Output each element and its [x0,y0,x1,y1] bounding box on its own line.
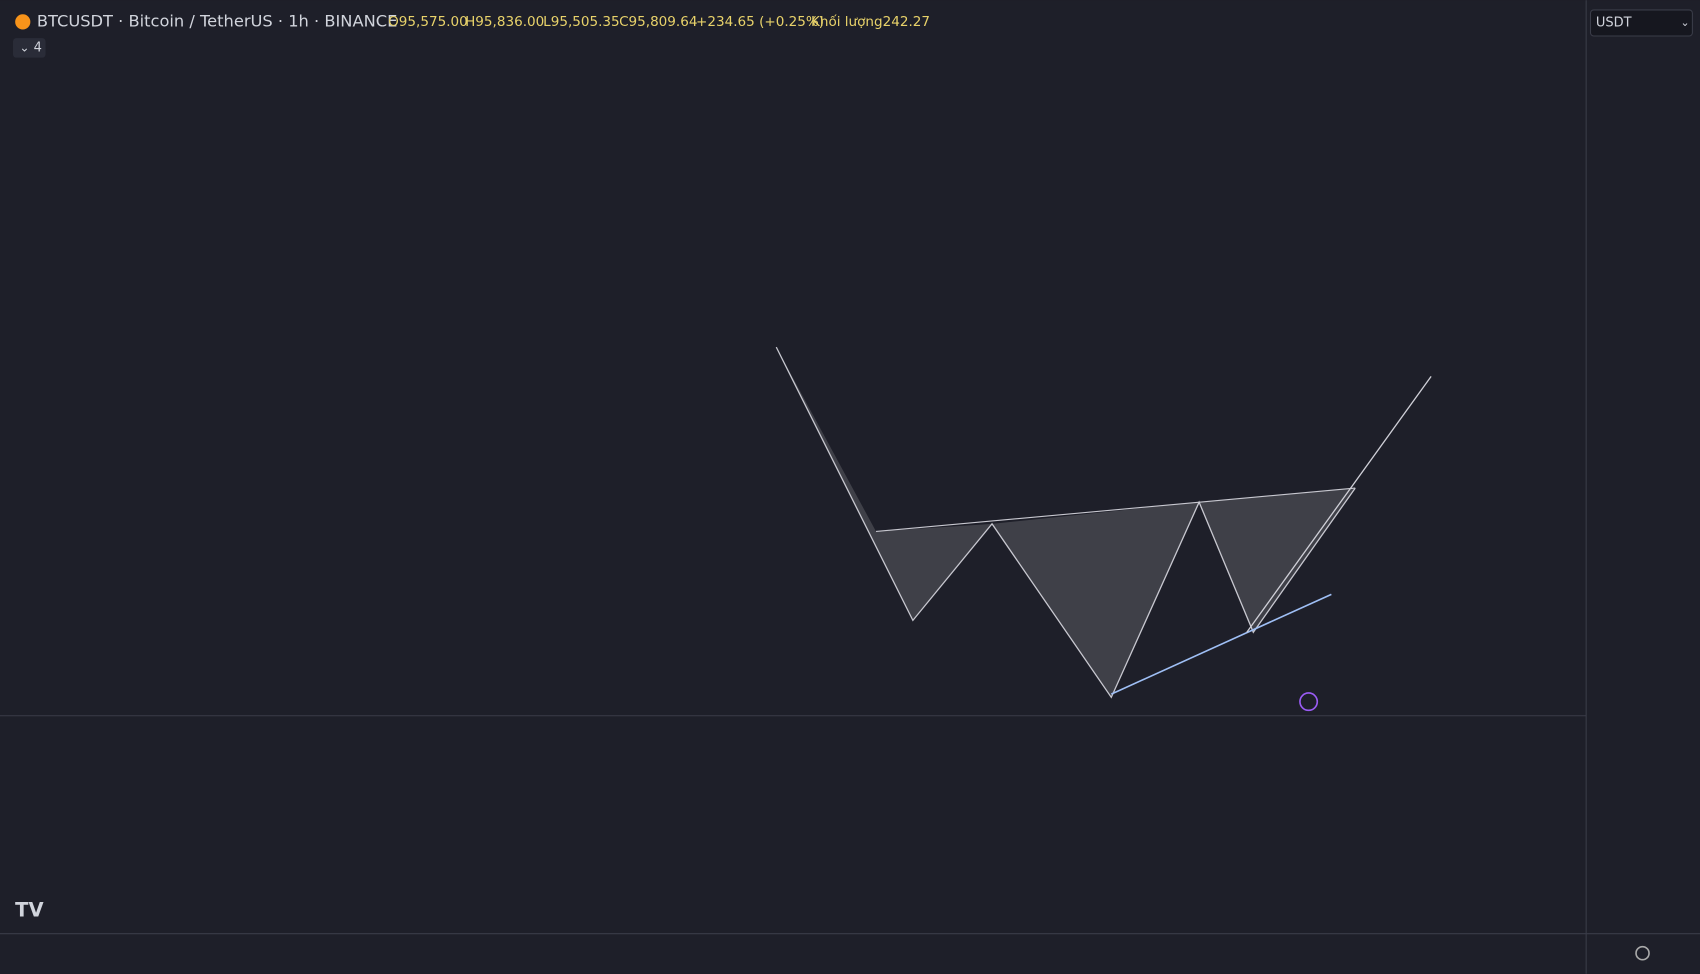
indicator-count: 4 [34,40,42,55]
target-line [1246,376,1432,633]
volume: Khối lượng242.27 [811,13,930,30]
alert-icon[interactable] [1299,692,1319,712]
ohlc-close: C95,809.64 [619,14,697,30]
volume-label: Khối lượng [811,13,883,30]
pattern-shade [776,347,993,621]
neckline [875,487,1356,532]
symbol: BTCUSDT · Bitcoin / TetherUS · 1h · BINA… [37,11,397,30]
indicator-toggle[interactable] [13,38,46,58]
currency-select[interactable] [1589,9,1693,37]
tv-logo: TV [15,898,43,921]
currency: USDT [1596,15,1632,30]
header: BTCUSDT · Bitcoin / TetherUS · 1h · BINA… [13,9,1693,58]
chevron: ⌄ [20,40,30,54]
trendline [1110,593,1332,695]
ohlc-open: O95,575.00 [388,14,468,30]
symbol-icon [15,14,31,30]
settings-icon[interactable] [1635,945,1650,961]
ohlc-low: L95,505.35 [543,14,620,30]
pattern-line [775,346,1356,699]
pattern-shade [1199,488,1356,633]
pattern-shade [992,502,1200,698]
ohlc-high: H95,836.00 [465,14,544,30]
volume-value: 242.27 [883,14,930,30]
ohlc-change: +234.65 (+0.25%) [696,14,824,30]
dropdown-arrow: ⌄ [1680,16,1689,29]
pattern-drawing [775,346,1432,699]
